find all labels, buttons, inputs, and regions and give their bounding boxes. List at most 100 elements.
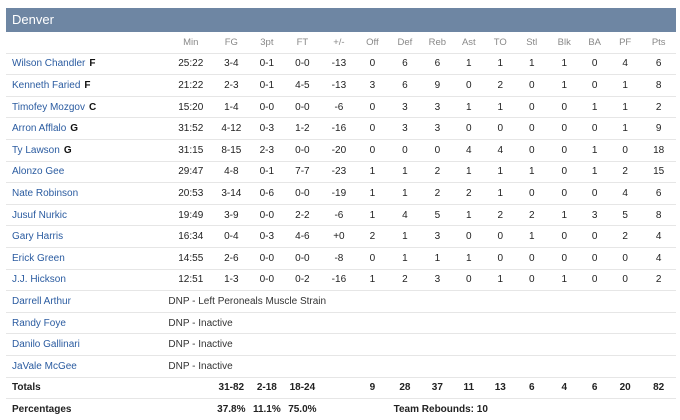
column-header-off: Off — [357, 32, 388, 54]
player-name-link[interactable]: Darrell Arthur — [12, 295, 71, 307]
stat-ast: 1 — [452, 204, 486, 227]
stat-off: 0 — [357, 53, 388, 76]
stat-fg: 4-8 — [213, 161, 250, 184]
stat-ft: 1-2 — [284, 117, 321, 140]
player-row: Gary Harris 16:34 0-4 0-3 4-6 +0 2 1 3 0 0 1 0 0 2 4 — [6, 225, 676, 248]
player-position: F — [89, 58, 96, 70]
team-rebounds: Team Rebounds: 10 — [387, 398, 676, 420]
stat-def: 1 — [387, 247, 423, 270]
column-header-plus-minus: +/- — [320, 32, 358, 54]
stat-def: 0 — [387, 139, 423, 162]
dnp-row: Darrell Arthur DNP - Left Peroneals Muscl… — [6, 290, 676, 313]
stat-pf: 2 — [608, 161, 642, 184]
column-header-pf: PF — [608, 32, 642, 54]
stat-ba: 0 — [580, 117, 609, 140]
stat-def: 3 — [387, 117, 423, 140]
stat-3pt: 0-1 — [249, 74, 285, 97]
stat-ast: 2 — [452, 182, 486, 205]
stat-def: 6 — [387, 74, 423, 97]
column-header-reb: Reb — [422, 32, 453, 54]
total-pts: 82 — [641, 376, 676, 399]
stat-to: 2 — [485, 74, 516, 97]
total-pf: 20 — [608, 376, 642, 399]
stat-ft: 4-5 — [284, 74, 321, 97]
stat-ba: 1 — [580, 96, 609, 119]
stat-min: 12:51 — [168, 269, 214, 292]
stat-pts: 6 — [641, 182, 676, 205]
stat-off: 0 — [357, 139, 388, 162]
total-fg: 31-82 — [213, 376, 250, 399]
column-header-row: Min FG 3pt FT +/- Off Def Reb Ast TO Stl Blk BA PF Pts — [6, 32, 676, 54]
stat-min: 15:20 — [168, 96, 214, 119]
player-name-link[interactable]: Kenneth Faried — [12, 79, 81, 91]
dnp-note: DNP - Inactive — [168, 355, 676, 378]
player-row: Alonzo Gee 29:47 4-8 0-1 7-7 -23 1 1 2 1 1 1 0 1 2 15 — [6, 161, 676, 184]
player-name-link[interactable]: Danilo Gallinari — [12, 339, 80, 351]
player-name-link[interactable]: Alonzo Gee — [12, 166, 65, 178]
stat-stl: 1 — [515, 225, 548, 248]
column-header-stl: Stl — [515, 32, 548, 54]
stat-ba: 0 — [580, 225, 609, 248]
column-header-ba: BA — [580, 32, 609, 54]
player-name-link[interactable]: Erick Green — [12, 252, 65, 264]
total-min — [168, 376, 214, 399]
player-name-link[interactable]: Randy Foye — [12, 317, 66, 329]
column-header-fg: FG — [213, 32, 250, 54]
stat-pf: 4 — [608, 182, 642, 205]
stat-plus-minus: -6 — [320, 96, 358, 119]
player-name-link[interactable]: Gary Harris — [12, 231, 64, 243]
player-name-link[interactable]: Jusuf Nurkic — [12, 209, 68, 221]
percentages-label: Percentages — [6, 398, 169, 420]
stat-stl: 0 — [515, 74, 548, 97]
stat-ba: 0 — [580, 53, 609, 76]
player-name-link[interactable]: J.J. Hickson — [12, 274, 66, 286]
stat-ast: 0 — [452, 117, 486, 140]
player-row: Kenneth Faried F 21:22 2-3 0-1 4-5 -13 3 6 9 0 2 0 1 0… — [6, 74, 676, 97]
player-name-link[interactable]: JaVale McGee — [12, 360, 77, 372]
stat-stl: 0 — [515, 117, 548, 140]
stat-fg: 1-3 — [213, 269, 250, 292]
player-cell: Erick Green — [6, 247, 169, 270]
total-reb: 37 — [422, 376, 453, 399]
stat-fg: 8-15 — [213, 139, 250, 162]
stat-ast: 0 — [452, 225, 486, 248]
stat-pts: 8 — [641, 204, 676, 227]
player-row: Erick Green 14:55 2-6 0-0 0-0 -8 0 1 1 1 0 0 0 0 0 4 — [6, 247, 676, 270]
stat-min: 16:34 — [168, 225, 214, 248]
player-name-link[interactable]: Arron Afflalo — [12, 123, 67, 135]
player-name-link[interactable]: Nate Robinson — [12, 187, 79, 199]
stat-ft: 0-2 — [284, 269, 321, 292]
stat-ft: 2-2 — [284, 204, 321, 227]
stat-plus-minus: -23 — [320, 161, 358, 184]
total-ba: 6 — [580, 376, 609, 399]
player-name-link[interactable]: Timofey Mozgov — [12, 101, 85, 113]
totals-label: Totals — [6, 376, 169, 399]
total-ast: 11 — [452, 376, 486, 399]
stat-reb: 3 — [422, 269, 453, 292]
stat-min: 31:52 — [168, 117, 214, 140]
stat-reb: 3 — [422, 96, 453, 119]
player-row: Wilson Chandler F 25:22 3-4 0-1 0-0 -13 0 6 6 1 1 1 1… — [6, 53, 676, 76]
stat-ba: 0 — [580, 247, 609, 270]
box-score: Denver Min FG 3pt FT +/- Off Def Reb Ast TO Stl Blk… — [6, 0, 676, 420]
player-position: G — [63, 144, 72, 156]
stat-ast: 0 — [452, 269, 486, 292]
stat-3pt: 0-6 — [249, 182, 285, 205]
total-ft: 18-24 — [284, 376, 321, 399]
stat-3pt: 0-0 — [249, 204, 285, 227]
player-name-link[interactable]: Wilson Chandler — [12, 58, 86, 70]
stat-reb: 2 — [422, 161, 453, 184]
stat-off: 0 — [357, 117, 388, 140]
stat-reb: 5 — [422, 204, 453, 227]
stat-ba: 0 — [580, 74, 609, 97]
stat-pf: 1 — [608, 96, 642, 119]
stat-fg: 1-4 — [213, 96, 250, 119]
player-row: J.J. Hickson 12:51 1-3 0-0 0-2 -16 1 2 3 0 1 0 1 0 0 2 — [6, 269, 676, 292]
stat-pts: 4 — [641, 225, 676, 248]
stat-blk: 0 — [548, 225, 581, 248]
stat-min: 31:15 — [168, 139, 214, 162]
stat-pts: 18 — [641, 139, 676, 162]
stat-pts: 2 — [641, 96, 676, 119]
player-cell: Danilo Gallinari — [6, 333, 169, 356]
player-name-link[interactable]: Ty Lawson — [12, 144, 60, 156]
